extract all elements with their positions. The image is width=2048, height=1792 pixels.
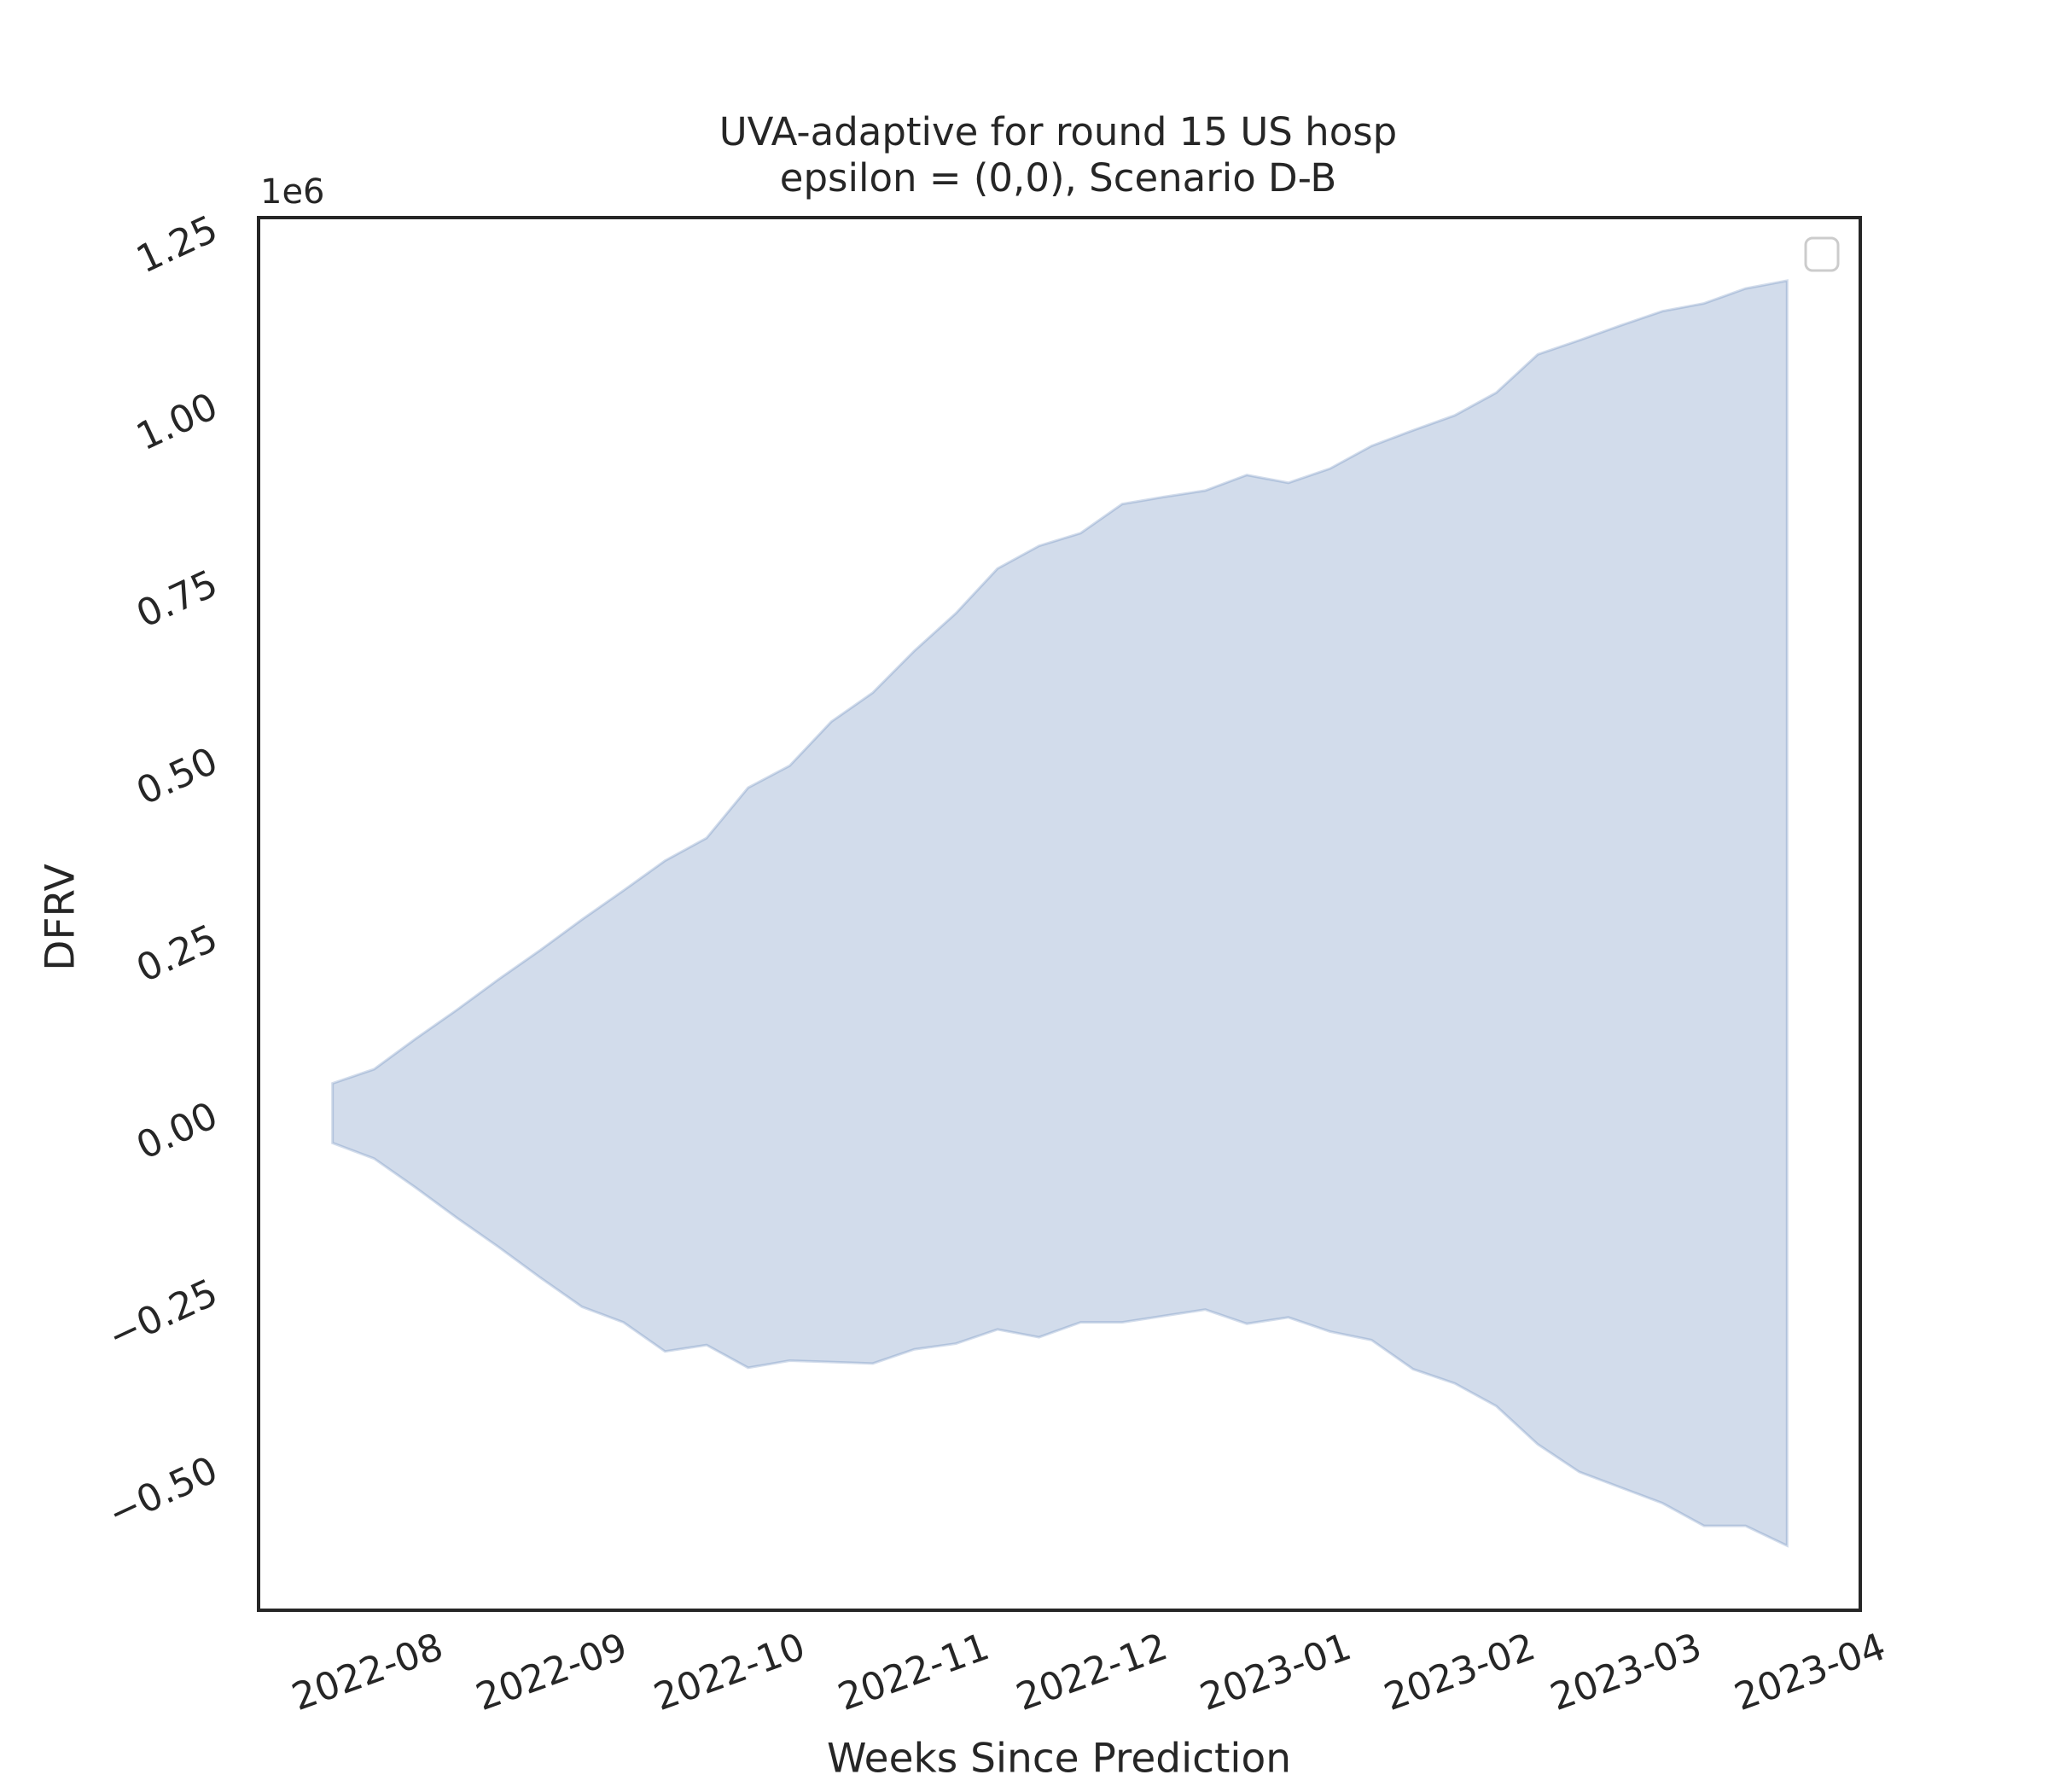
- y-axis-label: DFRV: [38, 864, 84, 970]
- y-tick-label: 0.50: [130, 739, 224, 814]
- y-tick-label: −0.25: [102, 1271, 224, 1359]
- x-tick-label: 2022-11: [833, 1625, 995, 1719]
- axes-frame: [257, 216, 1862, 1612]
- plot-area: [331, 236, 1840, 1548]
- x-tick-label: 2022-09: [470, 1625, 632, 1719]
- x-tick-label: 2023-03: [1545, 1625, 1707, 1719]
- x-axis-label: Weeks Since Prediction: [827, 1736, 1291, 1783]
- y-tick-label: 1.00: [130, 385, 224, 460]
- y-tick-label: 0.75: [130, 561, 224, 637]
- x-tick-label: 2022-08: [287, 1625, 449, 1719]
- x-tick-label: 2023-02: [1379, 1625, 1541, 1719]
- y-tick-label: 0.00: [130, 1094, 224, 1169]
- x-tick-label: 2022-10: [649, 1625, 811, 1719]
- chart-subtitle: epsilon = (0,0), Scenario D-B: [780, 155, 1336, 201]
- legend-box: [1804, 236, 1840, 272]
- band-fill: [331, 279, 1789, 1548]
- x-tick-label: 2023-04: [1729, 1625, 1891, 1719]
- y-offset-label: 1e6: [260, 172, 325, 212]
- y-tick-label: −0.50: [102, 1448, 224, 1536]
- x-tick-label: 2023-01: [1195, 1625, 1357, 1719]
- chart-title: UVA-adaptive for round 15 US hosp: [719, 109, 1398, 154]
- y-tick-label: 1.25: [130, 207, 224, 282]
- x-tick-label: 2022-12: [1011, 1625, 1173, 1719]
- y-tick-label: 0.25: [130, 916, 224, 992]
